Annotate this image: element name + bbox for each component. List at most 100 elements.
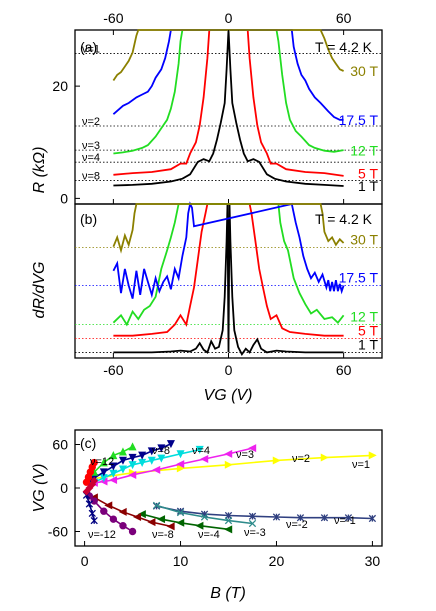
- panel-b-series-label: 12 T: [350, 309, 378, 325]
- panel-c-xtick-label: 20: [269, 553, 285, 569]
- panel-b-series-label: 30 T: [350, 232, 378, 248]
- panel-c-xtick-label: 10: [173, 553, 189, 569]
- panel-b: 1 T5 T12 T 17.5 T 30 T -60 0 60 (b) T = 4.2 …: [31, 201, 383, 404]
- panel-c-series-label: ν=-12: [88, 529, 116, 541]
- panel-b-xtick-label: 60: [336, 362, 352, 378]
- panel-a-curve: [113, 29, 344, 177]
- panel-c-point: [88, 509, 96, 518]
- panel-c-point: [118, 507, 127, 516]
- panel-c-series-label: ν=-8: [152, 529, 174, 541]
- panel-c-point: [224, 460, 233, 469]
- panel-c-point: [128, 527, 137, 536]
- panel-c-point: [248, 512, 257, 520]
- panel-a-series-label: 17.5 T: [339, 112, 379, 128]
- panel-a-temperature: T = 4.2 K: [315, 39, 373, 55]
- panel-c-point: [157, 444, 166, 453]
- panel-a-top-tick-label: 60: [336, 10, 352, 26]
- panel-c-point: [118, 447, 127, 456]
- panel-c-point: [200, 513, 209, 521]
- panel-b-curve: [113, 203, 344, 357]
- panel-c-series-line: [156, 505, 373, 520]
- panel-c-point: [90, 516, 98, 525]
- panel-b-xtick-label: 0: [225, 362, 233, 378]
- panel-c-point: [176, 518, 185, 527]
- panel-c-point: [176, 464, 185, 473]
- panel-c-point: [109, 476, 118, 485]
- panel-b-temperature: T = 4.2 K: [315, 211, 373, 227]
- panel-a-filling-label: ν=8: [82, 170, 100, 182]
- panel-c-series-label: ν=12: [90, 456, 114, 468]
- panel-c-series-label: ν=4: [192, 445, 210, 457]
- panel-c-point: [368, 451, 377, 460]
- panel-c-point: [157, 454, 166, 463]
- panel-a: ν=1 ν=2 ν=3ν=4 ν=8 1 T5 T 12 T 17.5 T 30 T -60…: [31, 10, 383, 206]
- panel-c-point: [90, 497, 98, 505]
- panel-c-series-label: ν=2: [292, 453, 310, 465]
- panel-c-point: [109, 462, 118, 471]
- panel-c-point: [90, 476, 99, 485]
- panel-a-curve: [113, 29, 344, 187]
- panel-c-xtick-label: 0: [81, 553, 89, 569]
- panel-c-point: [152, 501, 161, 510]
- panel-a-label: (a): [80, 39, 97, 55]
- panel-c-series-label: ν=-1: [334, 515, 356, 527]
- panel-c-point: [104, 501, 113, 510]
- panel-a-series-label: 1 T: [358, 178, 378, 194]
- panel-a-ylabel: R (kΩ): [31, 147, 48, 194]
- panel-c-ylabel: VG (V): [31, 464, 48, 513]
- panel-c: 0 10 20 30 -60 0 60 ν=1 ν=2 ν=3 ν=4 ν=8 ν=12 ν=-1 ν=-…: [31, 429, 383, 602]
- panel-a-curve: [112, 29, 344, 82]
- panel-b-series-label: 17.5 T: [339, 270, 379, 286]
- panel-c-point: [320, 453, 329, 462]
- panel-c-point: [200, 454, 209, 464]
- panel-a-series-label: 5 T: [358, 166, 378, 182]
- panel-c-ytick-label: 0: [60, 480, 68, 496]
- panel-c-point: [128, 470, 137, 479]
- panel-c-point: [147, 518, 156, 527]
- panel-c-series-line: [93, 448, 200, 483]
- panel-c-point: [176, 460, 185, 469]
- panel-c-point: [176, 508, 185, 517]
- panel-c-point: [166, 440, 175, 449]
- panel-b-ylabel: dR/dVG: [31, 262, 48, 319]
- panel-c-point: [248, 444, 257, 453]
- panel-c-point: [344, 514, 353, 522]
- panel-c-point: [320, 514, 329, 522]
- panel-a-top-tick-label: 0: [225, 10, 233, 26]
- panel-c-point: [176, 450, 185, 459]
- panel-a-top-tick-label: -60: [103, 10, 123, 26]
- panel-c-point: [118, 456, 127, 465]
- panel-c-series-label: ν=1: [352, 459, 370, 471]
- panel-c-point: [100, 507, 108, 515]
- panel-c-point: [90, 458, 98, 467]
- panel-c-point: [224, 516, 233, 525]
- panel-c-point: [147, 447, 156, 456]
- panel-a-ytick-label: 20: [52, 78, 68, 94]
- panel-c-point: [272, 513, 281, 521]
- panel-c-point: [99, 468, 108, 477]
- panel-c-point: [99, 458, 108, 467]
- panel-c-series-line: [89, 447, 253, 486]
- panel-c-point: [248, 519, 257, 528]
- panel-c-ytick-label: 60: [52, 437, 68, 453]
- panel-c-point: [195, 445, 204, 454]
- panel-c-series-line: [88, 443, 172, 483]
- panel-c-point: [109, 515, 118, 523]
- panel-c-point: [224, 525, 233, 534]
- panel-c-series-label: ν=-4: [198, 529, 220, 541]
- panel-c-series-label: ν=-3: [244, 527, 266, 539]
- panel-b-curve: [112, 203, 345, 254]
- panel-c-xtick-label: 30: [365, 553, 381, 569]
- panel-c-xlabel: B (T): [210, 585, 246, 602]
- panel-c-point: [368, 514, 377, 523]
- panel-b-xlabel: VG (V): [204, 387, 253, 404]
- panel-b-series-label: 1 T: [358, 336, 378, 352]
- panel-a-filling-label: ν=3: [82, 140, 100, 152]
- panel-a-filling-label: ν=1: [82, 44, 100, 56]
- panel-c-point: [147, 456, 156, 465]
- panel-b-xtick-label: -60: [103, 362, 123, 378]
- panel-c-point: [157, 515, 166, 524]
- panel-c-series-label: ν=-2: [286, 519, 308, 531]
- panel-c-point: [137, 510, 146, 519]
